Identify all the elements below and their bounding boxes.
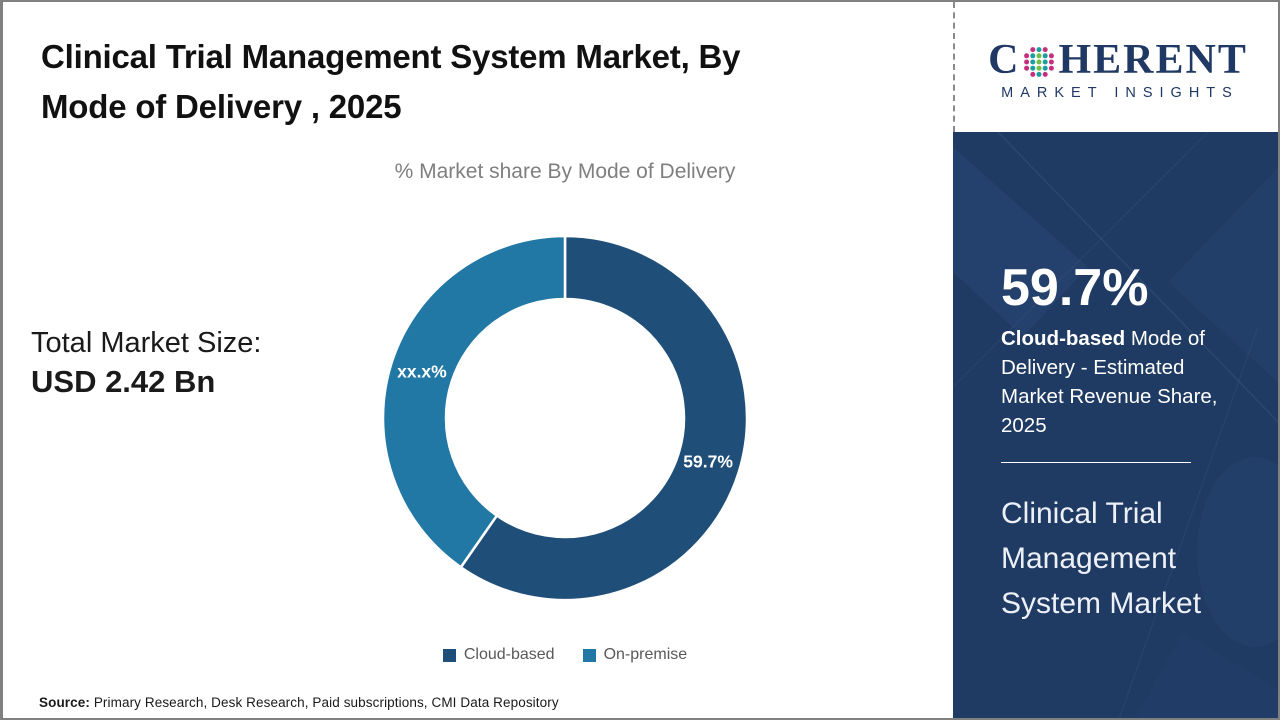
- donut-slice-cloud-based: [459, 234, 749, 602]
- legend-label-cloud-based: Cloud-based: [463, 646, 555, 663]
- source-note: Source: Primary Research, Desk Research,…: [39, 695, 559, 710]
- chart-subtitle: % Market share By Mode of Delivery: [394, 160, 736, 183]
- stat-description-rest: Mode of Delivery - Estimated Market Reve…: [1001, 327, 1218, 437]
- brand-wordmark: C HERENT: [988, 39, 1248, 81]
- panel-divider: [1001, 462, 1191, 463]
- stat-description-bold: Cloud-based: [1001, 327, 1126, 350]
- legend-swatch-cloud-based-icon: [442, 648, 456, 662]
- donut-chart-svg: 59.7% xx.x%: [381, 234, 749, 602]
- total-market-size-value: USD 2.42 Bn: [31, 364, 216, 399]
- page-title-line1: Clinical Trial Management System Market,…: [41, 38, 741, 75]
- legend-swatch-on-premise-icon: [582, 648, 596, 662]
- brand-letter-c: C: [988, 37, 1021, 83]
- brand-tagline: MARKET INSIGHTS: [1001, 85, 1239, 101]
- donut-slice-on-premise: [381, 234, 567, 569]
- source-text: Primary Research, Desk Research, Paid su…: [89, 695, 559, 710]
- market-name: Clinical Trial Management System Market: [1001, 497, 1202, 620]
- slice-label-on-premise: xx.x%: [397, 362, 447, 382]
- slice-label-cloud-based: 59.7%: [683, 452, 733, 472]
- page-title-line2: Mode of Delivery , 2025: [41, 88, 402, 125]
- brand-letters-rest: HERENT: [1058, 37, 1248, 83]
- stat-value: 59.7%: [1001, 259, 1149, 317]
- page-title: Clinical Trial Management System Market,…: [41, 32, 741, 132]
- total-market-size: Total Market Size: USD 2.42 Bn: [31, 325, 261, 402]
- dotted-globe-icon: [1024, 47, 1055, 77]
- legend-label-on-premise: On-premise: [603, 646, 688, 663]
- stat-description: Cloud-based Mode of Delivery - Estimated…: [1001, 324, 1219, 440]
- source-label: Source:: [39, 695, 90, 710]
- legend-item-on-premise: On-premise: [582, 646, 688, 664]
- legend-item-cloud-based: Cloud-based: [442, 646, 555, 664]
- highlight-panel: 59.7% Cloud-based Mode of Delivery - Est…: [953, 132, 1278, 718]
- chart-legend: Cloud-based On-premise: [315, 646, 815, 664]
- donut-chart: 59.7% xx.x%: [365, 218, 765, 618]
- main-chart-area: Clinical Trial Management System Market,…: [3, 2, 953, 718]
- brand-logo: C HERENT MARKET INSIGHTS: [953, 2, 1278, 132]
- total-market-size-label: Total Market Size:: [31, 327, 262, 359]
- sidebar: C HERENT MARKET INSIGHTS: [953, 2, 1278, 718]
